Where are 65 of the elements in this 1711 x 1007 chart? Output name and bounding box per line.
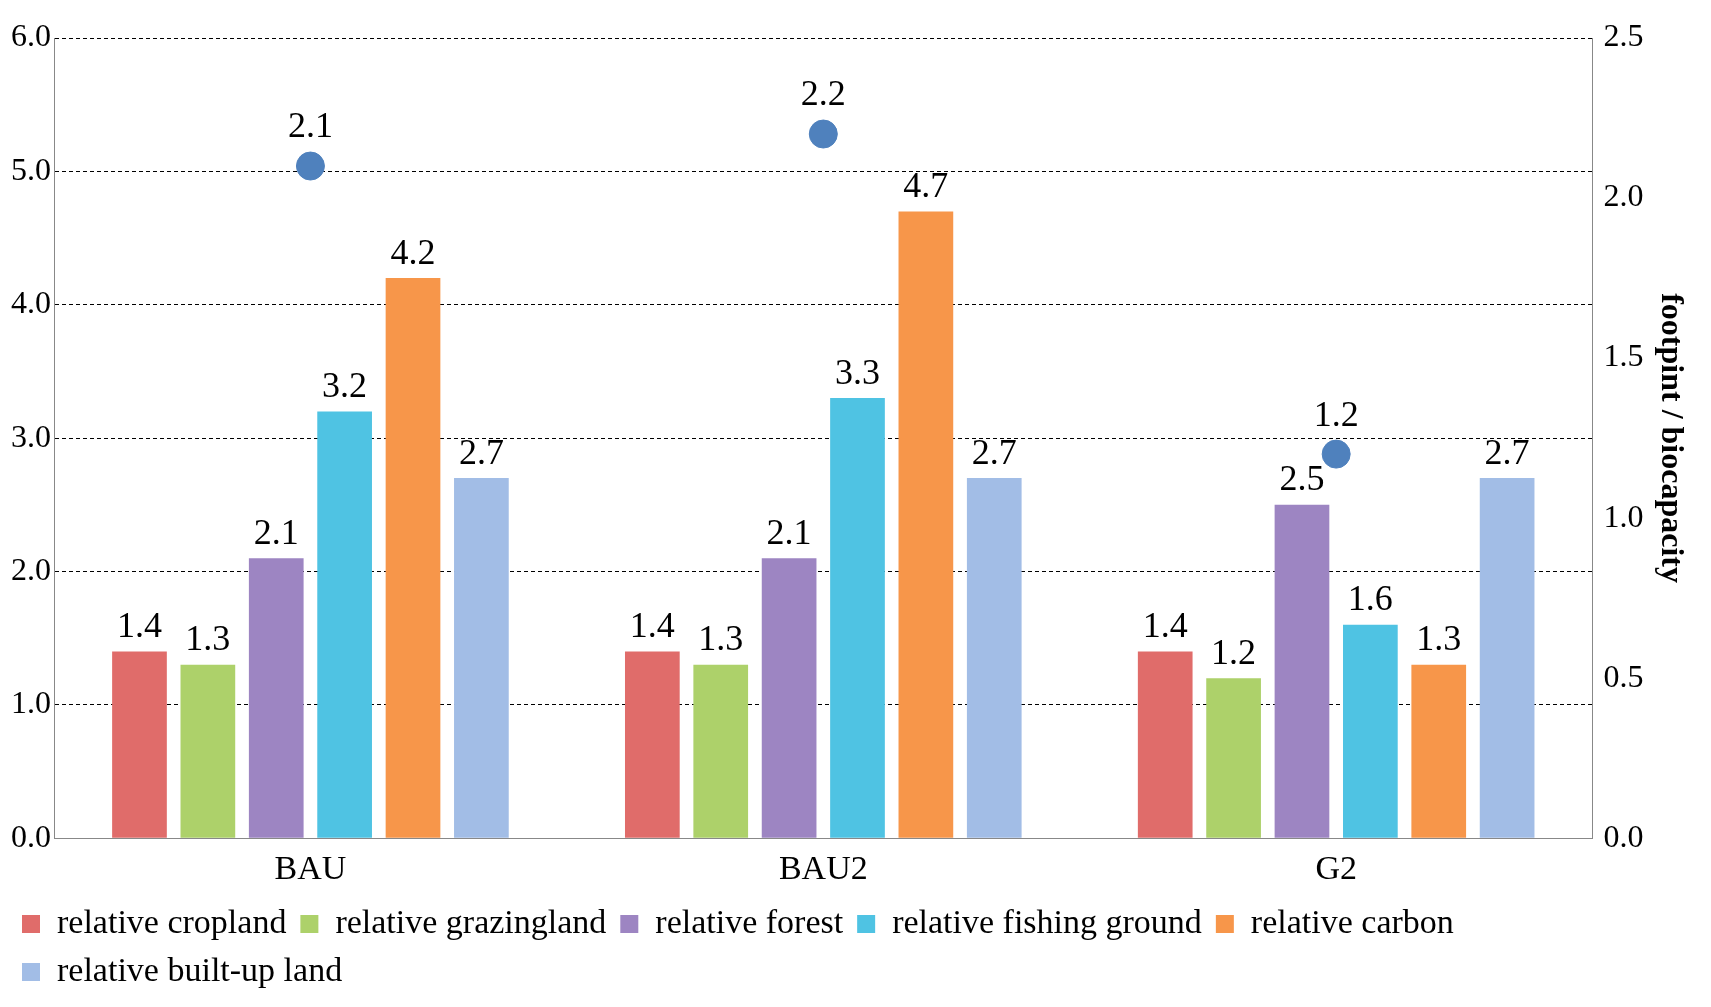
bar — [1274, 504, 1330, 838]
y2-tick-label: 0.0 — [1603, 817, 1644, 854]
data-label: 1.3 — [185, 618, 231, 659]
data-label: 4.7 — [903, 164, 949, 205]
bar — [317, 411, 372, 838]
y2-tick-label: 1.0 — [1603, 497, 1644, 534]
y2-tick-label: 0.5 — [1603, 657, 1644, 694]
data-label: 3.3 — [834, 351, 880, 392]
y-tick-label: 5.0 — [11, 150, 51, 187]
bar — [898, 211, 954, 838]
bar — [1206, 678, 1261, 838]
bar — [1479, 478, 1535, 838]
bar — [624, 651, 680, 838]
bar — [1137, 651, 1193, 838]
bar — [693, 664, 749, 838]
y-tick-label: 3.0 — [11, 417, 51, 454]
data-label: 3.2 — [322, 364, 368, 405]
data-label: 2.1 — [766, 511, 812, 552]
bar — [830, 398, 885, 838]
data-label: 1.3 — [1416, 618, 1462, 659]
y2-axis-title: footpint / biocapacity — [1654, 293, 1691, 583]
bar — [454, 478, 509, 838]
x-tick-label: BAU2 — [778, 848, 868, 886]
data-label: 2.7 — [1484, 431, 1530, 472]
y-tick-label: 1.0 — [11, 684, 51, 721]
data-label: 2.7 — [458, 431, 504, 472]
point — [1321, 439, 1351, 469]
point — [808, 119, 838, 149]
legend-label: relative cropland — [57, 902, 287, 940]
bar — [180, 664, 236, 838]
bar — [248, 558, 304, 838]
bar — [761, 558, 817, 838]
data-label: 2.1 — [253, 511, 299, 552]
y-tick-label: 4.0 — [11, 284, 51, 321]
bar — [1411, 664, 1467, 838]
data-label: 1.2 — [1211, 631, 1257, 672]
data-label: 1.4 — [629, 604, 675, 645]
data-label: 1.3 — [698, 618, 744, 659]
data-label: 1.6 — [1347, 578, 1393, 619]
data-label: 1.4 — [1142, 604, 1188, 645]
data-label: 1.2 — [1313, 393, 1359, 434]
legend-label: relative carbon — [1250, 902, 1454, 940]
point — [295, 151, 325, 181]
data-label: 1.4 — [116, 604, 162, 645]
bar — [1343, 624, 1398, 838]
data-label: 2.2 — [800, 73, 846, 114]
legend-label: relative grazingland — [335, 902, 607, 940]
data-label: 4.2 — [390, 231, 436, 272]
data-label: 2.5 — [1279, 458, 1325, 499]
y-tick-label: 2.0 — [11, 550, 51, 587]
x-tick-label: G2 — [1315, 848, 1357, 886]
data-label: 2.7 — [971, 431, 1017, 472]
legend-label: relative built-up land — [57, 950, 343, 988]
x-tick-label: BAU — [274, 848, 347, 886]
y2-tick-label: 1.5 — [1603, 337, 1644, 374]
y2-tick-label: 2.0 — [1603, 177, 1644, 214]
bar — [966, 478, 1022, 838]
y-tick-label: 6.0 — [11, 17, 51, 54]
legend-label: relative fishing ground — [892, 902, 1202, 940]
y-tick-label: 0.0 — [11, 817, 51, 854]
data-label: 2.1 — [287, 105, 333, 146]
bar — [112, 651, 167, 838]
legend-label: relative forest — [655, 902, 844, 940]
y2-tick-label: 2.5 — [1603, 17, 1644, 54]
bar — [385, 278, 441, 838]
